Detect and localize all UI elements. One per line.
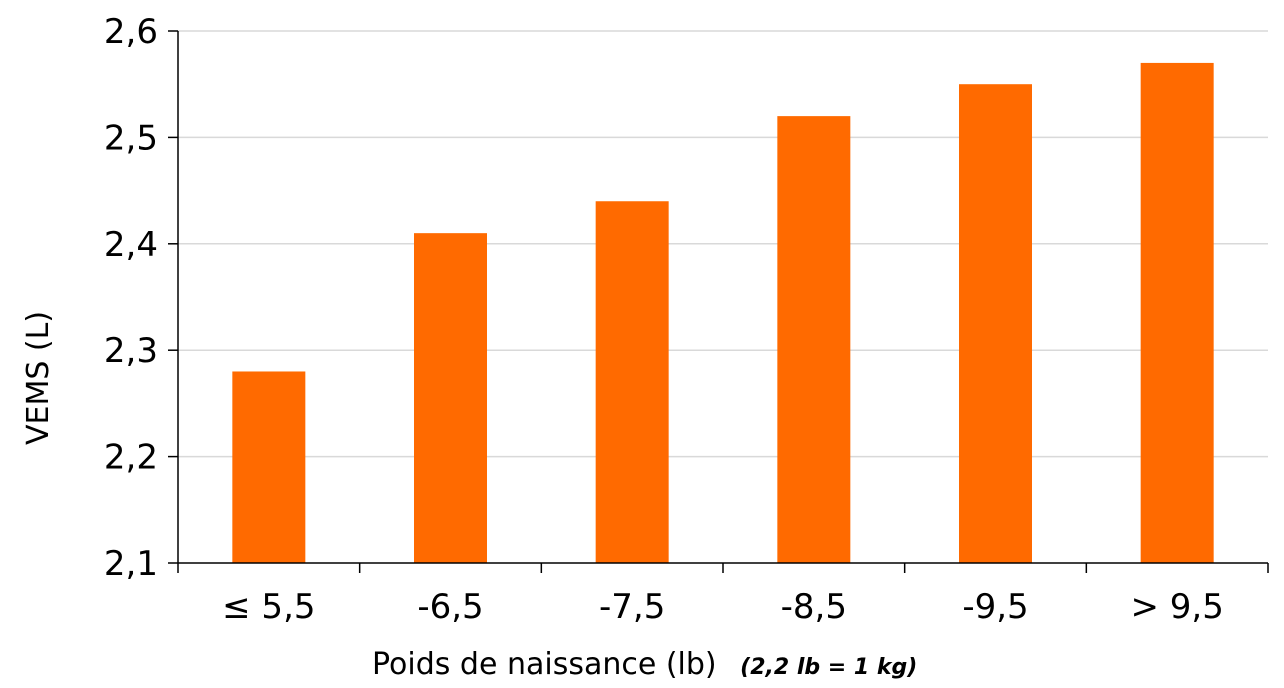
y-axis-label: VEMS (L)	[21, 311, 56, 445]
bar	[1140, 62, 1214, 564]
y-tick-label: 2,1	[104, 544, 158, 584]
x-axis-label-main: Poids de naissance (lb)	[372, 647, 717, 682]
bar	[595, 201, 669, 564]
y-tick-label: 2,4	[104, 225, 158, 265]
x-tick-label: -6,5	[417, 587, 483, 627]
x-tick-label: > 9,5	[1130, 587, 1223, 627]
x-axis-label: Poids de naissance (lb) (2,2 lb = 1 kg)	[372, 647, 917, 682]
y-tick-label: 2,6	[104, 12, 158, 52]
y-tick-label: 2,5	[104, 118, 158, 158]
gridlines	[178, 30, 1268, 458]
axes	[168, 30, 1269, 573]
y-tick-labels: 2,1 2,2 2,3 2,4 2,5 2,6	[104, 12, 158, 584]
bar	[414, 233, 487, 563]
x-tick-label: -9,5	[962, 587, 1028, 627]
y-tick-label: 2,3	[104, 331, 158, 371]
bars	[232, 62, 1214, 564]
x-axis-label-note: (2,2 lb = 1 kg)	[740, 655, 917, 680]
y-tick-label: 2,2	[104, 438, 158, 478]
x-tick-label: ≤ 5,5	[222, 587, 315, 627]
x-tick-label: -8,5	[781, 587, 847, 627]
bar	[232, 371, 306, 563]
bar	[777, 116, 851, 564]
x-tick-label: -7,5	[599, 587, 665, 627]
x-tick-labels: ≤ 5,5 -6,5 -7,5 -8,5 -9,5 > 9,5	[222, 587, 1224, 627]
bar	[959, 84, 1032, 563]
